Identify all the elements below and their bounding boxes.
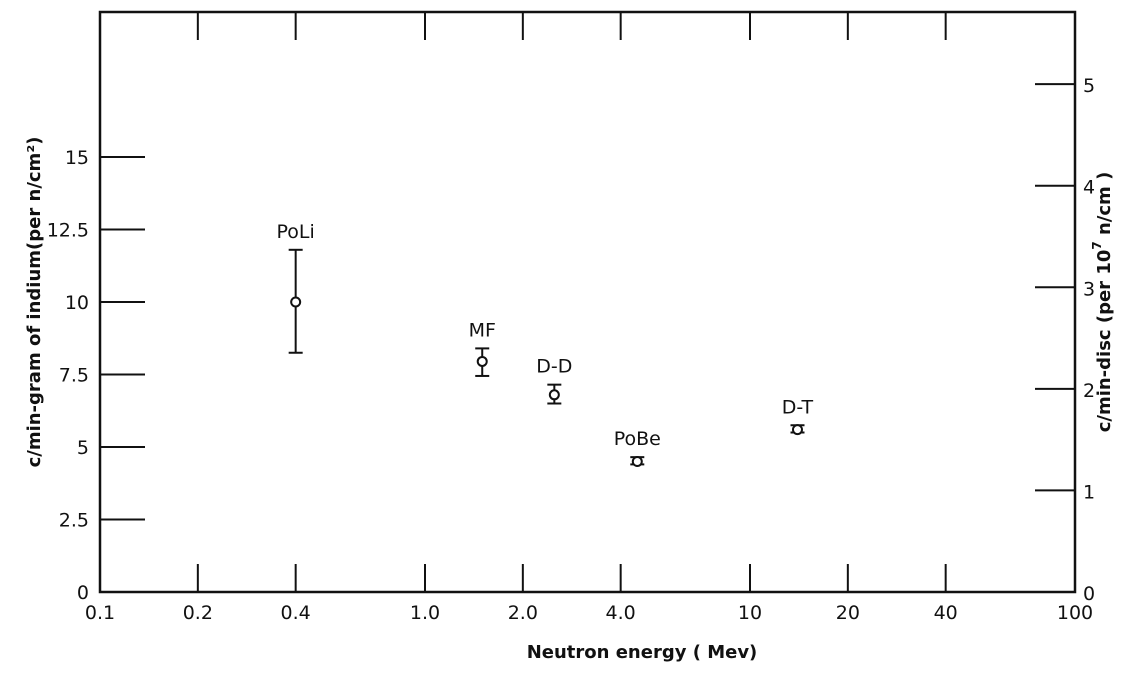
x-tick-label: 0.1	[85, 602, 115, 624]
x-tick-label: 20	[836, 602, 860, 624]
left-y-tick-label: 5	[77, 437, 89, 459]
x-tick-label: 10	[738, 602, 762, 624]
right-y-tick-label: 4	[1083, 177, 1095, 199]
data-point-label: MF	[469, 319, 496, 341]
right-y-tick-label: 0	[1083, 583, 1095, 605]
left-y-tick-label: 2.5	[59, 510, 89, 532]
left-y-axis-title: c/min-gram of indium(per n/cm²)	[24, 137, 45, 468]
right-y-axis-title-suffix: n/cm )	[1094, 172, 1115, 242]
data-point-label: PoLi	[277, 221, 315, 243]
data-point-label: D-D	[536, 356, 572, 378]
data-point	[548, 389, 560, 401]
right-y-tick-label: 1	[1083, 481, 1095, 503]
right-y-tick-label: 5	[1083, 75, 1095, 97]
x-tick-label: 2.0	[508, 602, 538, 624]
data-point	[791, 424, 803, 436]
x-tick-label: 0.4	[281, 602, 311, 624]
left-y-tick-label: 0	[77, 582, 89, 604]
left-y-axis-ticks: 0 2.5 5 7.5 10 12.5 15	[47, 147, 145, 604]
data-point	[290, 296, 302, 308]
x-tick-label: 4.0	[606, 602, 636, 624]
right-y-tick-label: 3	[1083, 278, 1095, 300]
left-y-tick-label: 7.5	[59, 365, 89, 387]
x-tick-label: 1.0	[410, 602, 440, 624]
left-y-tick-label: 10	[65, 292, 89, 314]
data-point-label: D-T	[782, 396, 814, 418]
x-axis-ticks: 0.1 0.2 0.4 1.0 2.0 4.0 10 20 40 100	[85, 12, 1093, 624]
data-points: PoLi MF D-D PoBe D-T	[277, 221, 814, 467]
data-point	[631, 456, 643, 467]
right-y-tick-label: 2	[1083, 380, 1095, 402]
x-axis-title: Neutron energy ( Mev)	[527, 642, 758, 663]
right-y-axis-title-superscript: 7	[1090, 241, 1104, 249]
right-y-axis-title-prefix: c/min-disc (per 10	[1094, 250, 1115, 433]
left-y-tick-label: 15	[65, 147, 89, 169]
right-y-axis-ticks: 0 1 2 3 4 5	[1035, 75, 1095, 605]
right-y-axis-title: c/min-disc (per 107 n/cm )	[1090, 172, 1115, 433]
x-tick-label: 0.2	[183, 602, 213, 624]
data-point-label: PoBe	[614, 428, 661, 450]
x-tick-label: 100	[1057, 602, 1093, 624]
plot-frame	[98, 10, 1077, 594]
left-y-tick-label: 12.5	[47, 220, 89, 242]
data-point	[476, 355, 488, 367]
x-tick-label: 40	[934, 602, 958, 624]
